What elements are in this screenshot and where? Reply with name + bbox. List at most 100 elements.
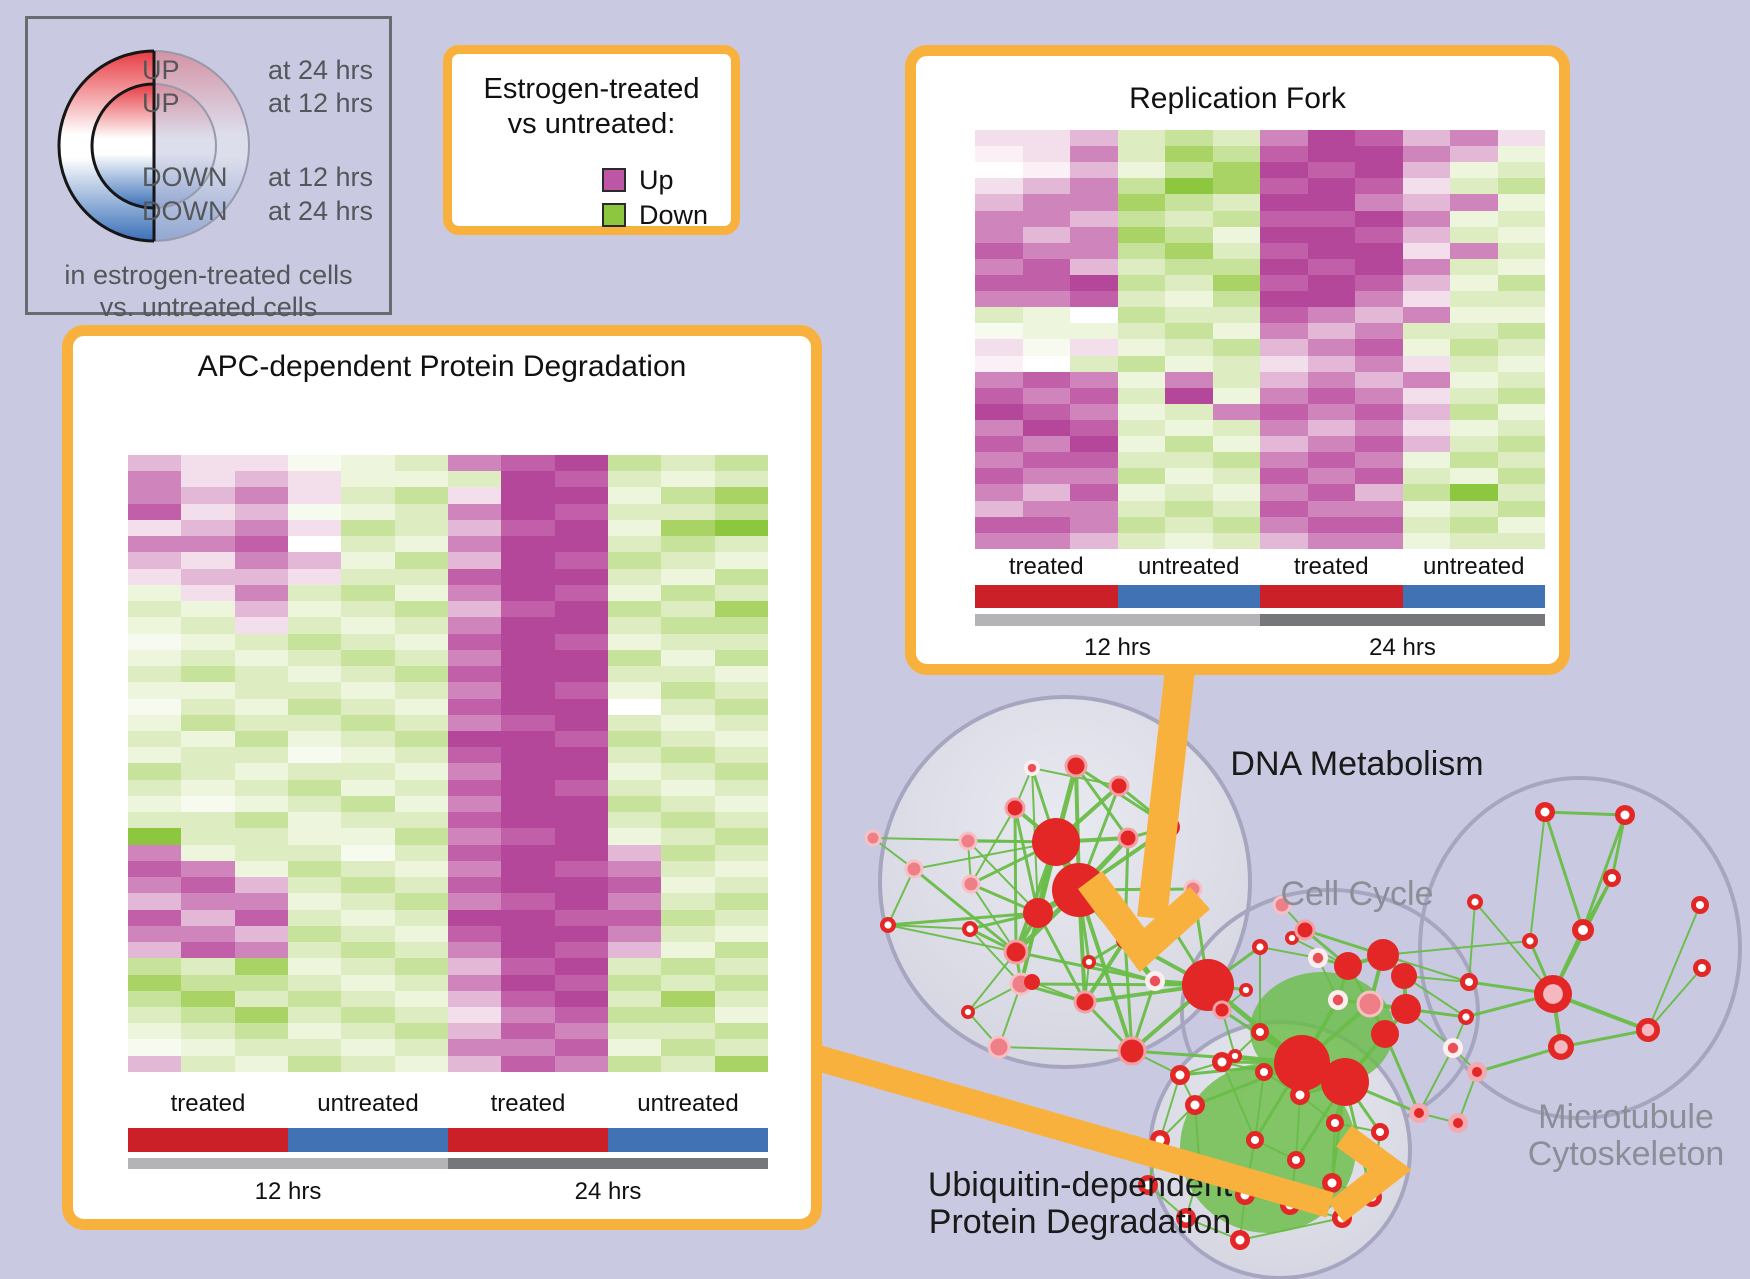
gene-node-donut	[1252, 939, 1268, 955]
heatmap-row	[975, 162, 1545, 179]
up-label: Up	[639, 164, 674, 195]
gene-node-donut	[1535, 802, 1555, 822]
gene-node-donut	[1572, 919, 1594, 941]
network-edge	[1559, 1028, 1650, 1049]
up-color-swatch	[602, 168, 626, 192]
time-labels: 12 hrs 24 hrs	[254, 1178, 642, 1205]
gene-node-solid	[1023, 898, 1053, 928]
heatmap-row	[975, 403, 1545, 420]
legend-row-down-12: DOWN at 12 hrs	[28, 161, 389, 193]
network-edge	[969, 928, 1022, 985]
legend-updown-label: DOWN	[142, 196, 228, 226]
network-edge	[1331, 1122, 1336, 1184]
gene-node-donut	[1458, 1009, 1474, 1025]
heatmap-row	[128, 812, 768, 829]
estrogen-color-key: Estrogen-treated vs untreated: Up Down	[443, 45, 740, 235]
network-edge	[912, 867, 1018, 954]
gene-node-donut	[1603, 869, 1621, 887]
heatmap-row	[128, 714, 768, 731]
legend-caption-line1: in estrogen-treated cells	[64, 260, 353, 290]
apc-heatmap	[128, 455, 768, 1072]
gene-node-donut	[1467, 894, 1483, 910]
heatmap-row	[975, 146, 1545, 163]
untreated-bar	[1402, 585, 1545, 608]
heatmap-row	[128, 844, 768, 861]
gene-node-halo	[1328, 990, 1348, 1010]
gene-node-pinkring	[1409, 1103, 1429, 1123]
legend-row-down-24: DOWN at 24 hrs	[28, 195, 389, 227]
heatmap-row	[128, 1023, 768, 1040]
network-edge	[1475, 1045, 1563, 1074]
untreated-bar	[1117, 585, 1260, 608]
treated-bar	[975, 585, 1118, 608]
heatmap-row	[128, 747, 768, 764]
network-edge	[1295, 1094, 1301, 1161]
heatmap-row	[975, 323, 1545, 340]
gene-node-ringpink	[1534, 975, 1572, 1013]
gene-node-pink	[1356, 990, 1384, 1018]
network-edge	[970, 807, 1016, 885]
network-edge	[967, 951, 1017, 1013]
cluster-label-microtubule-cytoskeleton: Cytoskeleton	[1528, 1135, 1725, 1173]
gene-node-donut	[1138, 1175, 1158, 1195]
gene-node-rim	[1117, 1036, 1147, 1066]
gene-node-rim	[1004, 797, 1026, 819]
connector-arrow-shaft-replication-fork-to-dna-metabolism	[1137, 668, 1195, 920]
legend-row-up-12: UP at 12 hrs	[28, 87, 389, 119]
heatmap-row	[128, 666, 768, 683]
network-edge	[1221, 1061, 1256, 1141]
heatmap-row	[128, 682, 768, 699]
gene-node-halo	[1145, 971, 1165, 991]
gene-node-pink	[864, 829, 882, 847]
gene-node-rim	[1073, 990, 1097, 1014]
network-edge	[1529, 811, 1546, 942]
heatmap-row	[975, 436, 1545, 453]
heatmap-row	[975, 516, 1545, 533]
heatmap-row	[975, 226, 1545, 243]
network-edge	[1647, 967, 1703, 1031]
network-edge	[1036, 911, 1087, 1004]
treated-bar	[1260, 585, 1403, 608]
gene-node-solid	[1024, 974, 1040, 990]
gene-node-rim	[1212, 1000, 1232, 1020]
gene-node-solid	[1391, 994, 1421, 1024]
gene-node-rim	[1003, 939, 1029, 965]
heatmap-row	[128, 536, 768, 553]
legend-updown-label: UP	[142, 88, 180, 118]
heatmap-row	[975, 484, 1545, 501]
legend-time-label: at 12 hrs	[267, 88, 373, 118]
heatmap-row	[975, 291, 1545, 308]
bar-12hrs	[975, 614, 1260, 626]
gene-node-donut	[1255, 1063, 1273, 1081]
time-bars	[975, 614, 1545, 626]
gene-node-pink	[987, 1035, 1011, 1059]
apc-degradation-panel: APC-dependent Protein Degradation treate…	[62, 325, 822, 1230]
gene-node-rim	[1294, 919, 1316, 941]
gene-node-donut	[1522, 933, 1538, 949]
heatmap-row	[128, 503, 768, 520]
gene-node-donut	[1082, 955, 1096, 969]
key-item-up: Up	[602, 164, 674, 195]
gene-node-donut	[1615, 805, 1635, 825]
network-edge	[1647, 904, 1701, 1031]
legend-updown-label: DOWN	[142, 162, 228, 192]
heatmap-row	[128, 860, 768, 878]
gene-node-solid	[1321, 1058, 1369, 1106]
network-edge	[967, 840, 1039, 914]
heatmap-row	[975, 468, 1545, 485]
heatmap-row	[975, 500, 1545, 517]
legend-updown-label: UP	[142, 55, 180, 85]
heatmap-row	[128, 925, 768, 943]
gene-node-pink	[958, 831, 978, 851]
gene-node-rim	[1117, 827, 1139, 849]
gene-node-donut	[1246, 1131, 1264, 1149]
network-edge	[1013, 806, 1040, 915]
replication-fork-heatmap	[975, 130, 1545, 549]
heatmap-row	[128, 893, 768, 910]
gene-node-solid	[1032, 818, 1080, 866]
gene-node-solid	[1391, 963, 1417, 989]
connector-arrow-shaft-apc-to-ubiquitin	[814, 1045, 1334, 1218]
gene-node-solid	[1371, 1020, 1399, 1048]
